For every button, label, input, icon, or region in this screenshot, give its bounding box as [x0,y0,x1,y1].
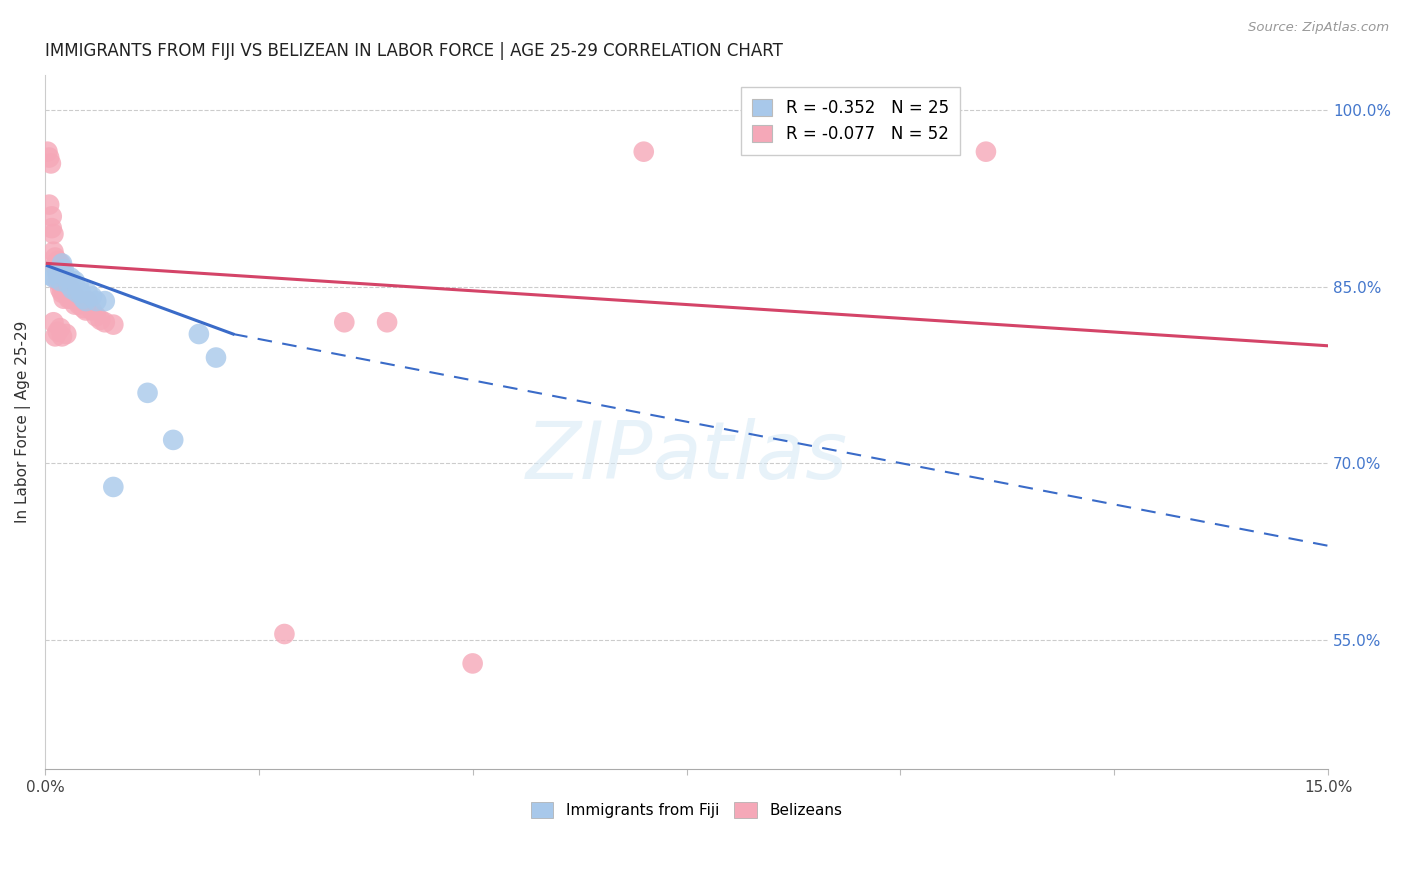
Point [55,326,77,341]
Text: IMMIGRANTS FROM FIJI VS BELIZEAN IN LABOR FORCE | AGE 25-29 CORRELATION CHART: IMMIGRANTS FROM FIJI VS BELIZEAN IN LABO… [45,42,783,60]
Point [52,270,75,285]
Point [55,270,77,285]
Text: Source: ZipAtlas.com: Source: ZipAtlas.com [1249,21,1389,34]
Point [49,274,72,288]
Point [80,289,103,303]
Point [58,292,80,306]
Point [94,294,117,309]
Point [205,351,228,365]
Point [46,274,69,288]
Point [67,297,90,311]
Point [42,227,65,241]
Point [974,145,997,159]
Point [42,244,65,259]
Point [66,294,89,309]
Text: ZIPatlas: ZIPatlas [526,418,848,496]
Point [51,277,73,292]
Point [37,145,59,159]
Point [63,297,86,311]
Point [38,151,60,165]
Point [89,313,111,327]
Point [59,270,82,285]
Point [69,285,91,300]
Point [42,315,65,329]
Point [94,315,117,329]
Point [75,303,97,318]
Point [52,282,75,296]
Point [49,270,72,285]
Point [38,268,60,283]
Point [46,254,69,268]
Point [42,270,65,285]
Point [60,282,83,296]
Point [55,285,77,300]
Point [333,315,356,329]
Point [187,326,209,341]
Point [66,285,89,300]
Point [63,274,86,288]
Point [76,285,98,300]
Point [51,256,73,270]
Point [46,266,69,280]
Point [44,251,66,265]
Point [136,385,159,400]
Point [67,280,90,294]
Point [51,329,73,343]
Point [52,292,75,306]
Point [55,274,77,288]
Point [49,282,72,296]
Point [75,294,97,309]
Point [51,285,73,300]
Point [273,627,295,641]
Point [162,433,184,447]
Point [103,480,125,494]
Y-axis label: In Labor Force | Age 25-29: In Labor Force | Age 25-29 [15,321,31,524]
Point [41,221,63,235]
Point [44,259,66,273]
Point [375,315,398,329]
Point [461,657,484,671]
Point [63,289,86,303]
Point [49,321,72,335]
Point [84,294,107,309]
Point [76,294,98,309]
Point [59,282,82,296]
Legend: Immigrants from Fiji, Belizeans: Immigrants from Fiji, Belizeans [524,796,849,824]
Point [52,262,75,277]
Point [84,310,107,324]
Point [72,292,94,306]
Point [59,292,82,306]
Point [58,280,80,294]
Point [103,318,125,332]
Point [49,256,72,270]
Point [46,266,69,280]
Point [51,266,73,280]
Point [80,303,103,318]
Point [46,325,69,339]
Point [72,301,94,315]
Point [41,210,63,224]
Point [39,156,62,170]
Point [38,197,60,211]
Point [633,145,655,159]
Point [44,329,66,343]
Point [58,277,80,292]
